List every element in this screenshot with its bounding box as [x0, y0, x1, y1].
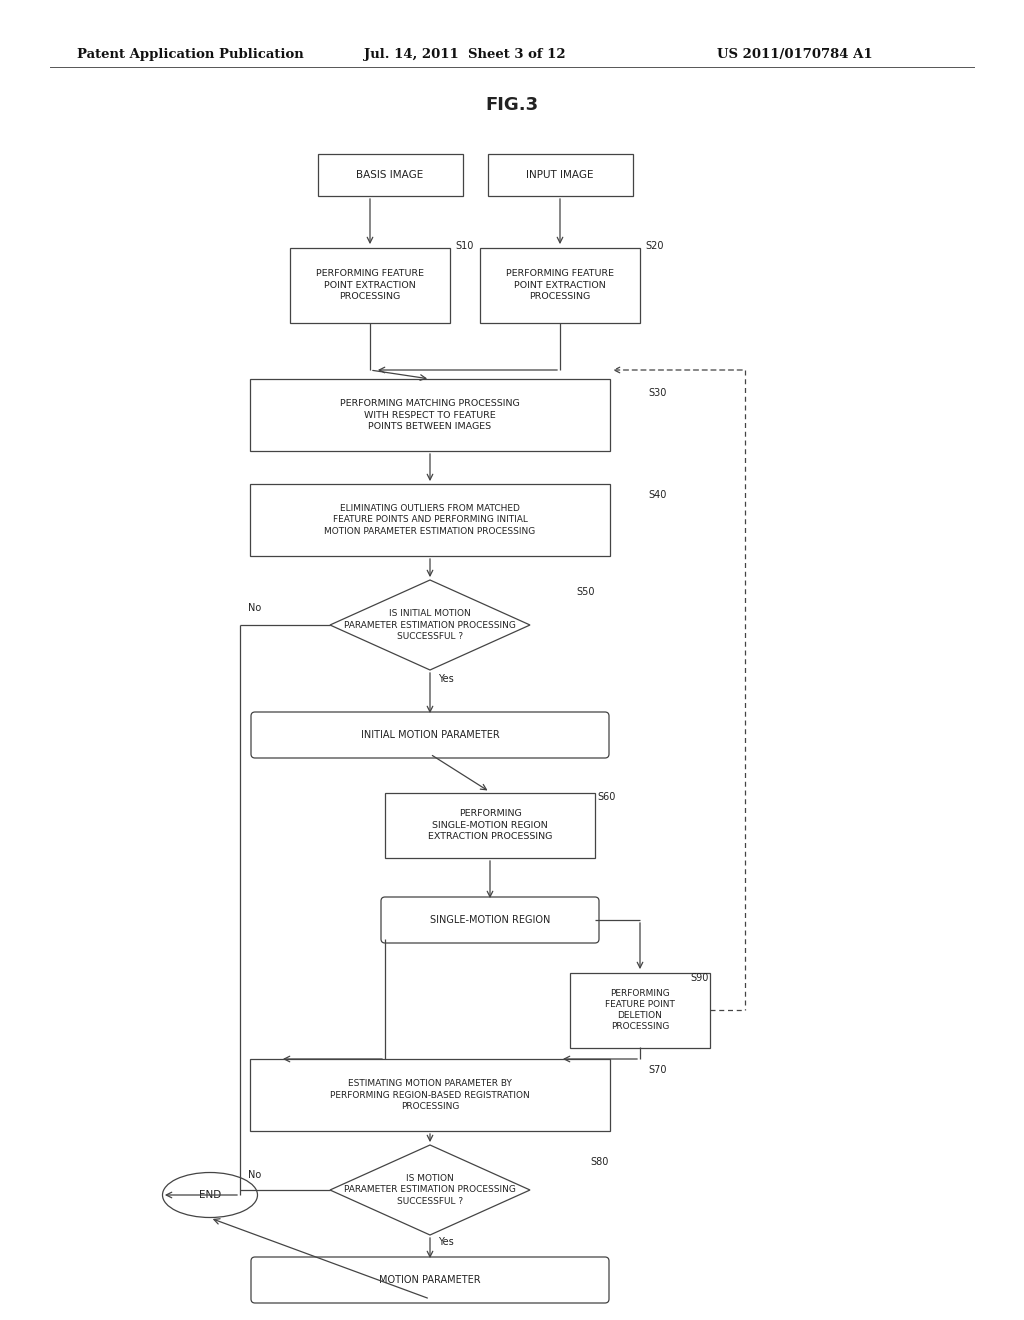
Text: Yes: Yes	[438, 1237, 454, 1247]
Text: PERFORMING
SINGLE-MOTION REGION
EXTRACTION PROCESSING: PERFORMING SINGLE-MOTION REGION EXTRACTI…	[428, 809, 552, 841]
Bar	[570, 973, 710, 1048]
Text: IS MOTION
PARAMETER ESTIMATION PROCESSING
SUCCESSFUL ?: IS MOTION PARAMETER ESTIMATION PROCESSIN…	[344, 1175, 516, 1205]
Bar	[250, 484, 610, 556]
Text: FIG.3: FIG.3	[485, 96, 539, 114]
FancyBboxPatch shape	[381, 898, 599, 942]
Bar	[385, 792, 595, 858]
Text: Patent Application Publication: Patent Application Publication	[77, 48, 303, 61]
Text: INITIAL MOTION PARAMETER: INITIAL MOTION PARAMETER	[360, 730, 500, 741]
Text: PERFORMING
FEATURE POINT
DELETION
PROCESSING: PERFORMING FEATURE POINT DELETION PROCES…	[605, 989, 675, 1031]
Text: No: No	[248, 603, 261, 612]
Text: END: END	[199, 1191, 221, 1200]
Text: IS INITIAL MOTION
PARAMETER ESTIMATION PROCESSING
SUCCESSFUL ?: IS INITIAL MOTION PARAMETER ESTIMATION P…	[344, 610, 516, 640]
Text: S40: S40	[648, 490, 667, 500]
Text: Jul. 14, 2011  Sheet 3 of 12: Jul. 14, 2011 Sheet 3 of 12	[364, 48, 565, 61]
Text: S10: S10	[455, 242, 473, 251]
Text: MOTION PARAMETER: MOTION PARAMETER	[379, 1275, 481, 1284]
Text: S90: S90	[690, 973, 709, 983]
Text: S60: S60	[597, 792, 615, 803]
Text: INPUT IMAGE: INPUT IMAGE	[526, 170, 594, 180]
Text: ELIMINATING OUTLIERS FROM MATCHED
FEATURE POINTS AND PERFORMING INITIAL
MOTION P: ELIMINATING OUTLIERS FROM MATCHED FEATUR…	[325, 504, 536, 536]
Text: PERFORMING FEATURE
POINT EXTRACTION
PROCESSING: PERFORMING FEATURE POINT EXTRACTION PROC…	[506, 269, 614, 301]
Text: Yes: Yes	[438, 675, 454, 684]
Text: ESTIMATING MOTION PARAMETER BY
PERFORMING REGION-BASED REGISTRATION
PROCESSING: ESTIMATING MOTION PARAMETER BY PERFORMIN…	[330, 1080, 529, 1110]
Text: S70: S70	[648, 1065, 667, 1074]
Bar	[290, 248, 450, 322]
Bar	[250, 1059, 610, 1131]
Text: PERFORMING FEATURE
POINT EXTRACTION
PROCESSING: PERFORMING FEATURE POINT EXTRACTION PROC…	[316, 269, 424, 301]
Bar	[317, 154, 463, 195]
Text: S20: S20	[645, 242, 664, 251]
Ellipse shape	[163, 1172, 257, 1217]
FancyBboxPatch shape	[251, 711, 609, 758]
Bar	[480, 248, 640, 322]
Text: PERFORMING MATCHING PROCESSING
WITH RESPECT TO FEATURE
POINTS BETWEEN IMAGES: PERFORMING MATCHING PROCESSING WITH RESP…	[340, 400, 520, 430]
Text: SINGLE-MOTION REGION: SINGLE-MOTION REGION	[430, 915, 550, 925]
Bar	[250, 379, 610, 451]
FancyBboxPatch shape	[251, 1257, 609, 1303]
Text: US 2011/0170784 A1: US 2011/0170784 A1	[717, 48, 872, 61]
Text: S80: S80	[590, 1158, 608, 1167]
Text: No: No	[248, 1170, 261, 1180]
Text: S50: S50	[575, 587, 595, 597]
Polygon shape	[330, 579, 530, 671]
Bar	[487, 154, 633, 195]
Text: S30: S30	[648, 388, 667, 399]
Polygon shape	[330, 1144, 530, 1236]
Text: BASIS IMAGE: BASIS IMAGE	[356, 170, 424, 180]
